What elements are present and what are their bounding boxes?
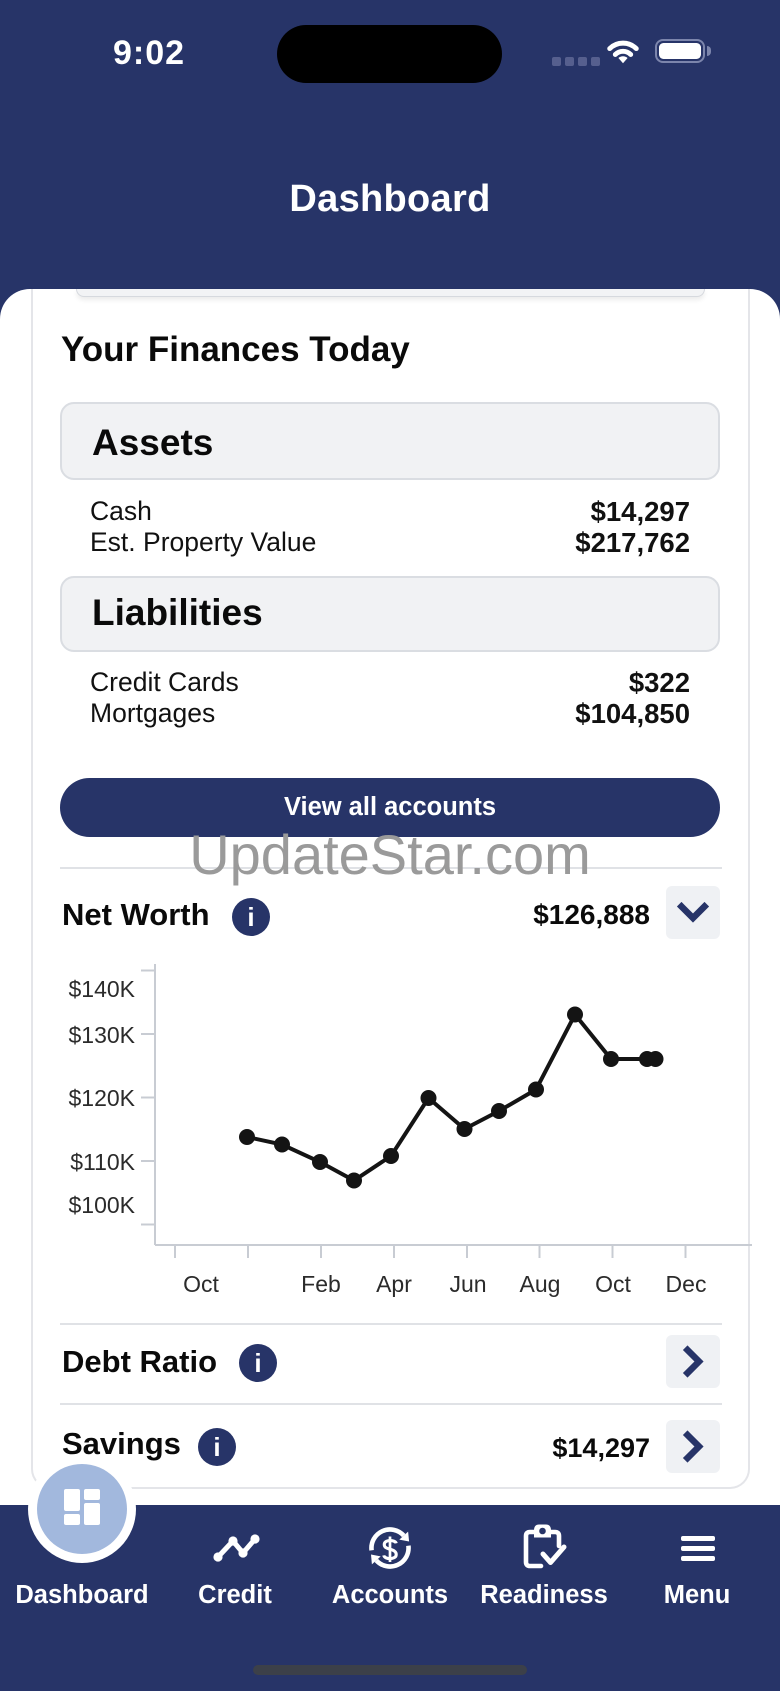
svg-text:$100K: $100K — [68, 1192, 135, 1218]
svg-text:Apr: Apr — [376, 1271, 412, 1297]
svg-text:Oct: Oct — [595, 1271, 631, 1297]
svg-text:Feb: Feb — [301, 1271, 341, 1297]
svg-text:$140K: $140K — [68, 976, 135, 1002]
svg-text:Dec: Dec — [666, 1271, 707, 1297]
svg-text:$130K: $130K — [68, 1022, 135, 1048]
svg-text:Aug: Aug — [520, 1271, 561, 1297]
svg-text:$110K: $110K — [70, 1149, 135, 1175]
svg-text:$120K: $120K — [68, 1085, 135, 1111]
svg-text:Jun: Jun — [449, 1271, 486, 1297]
svg-text:Oct: Oct — [183, 1271, 219, 1297]
